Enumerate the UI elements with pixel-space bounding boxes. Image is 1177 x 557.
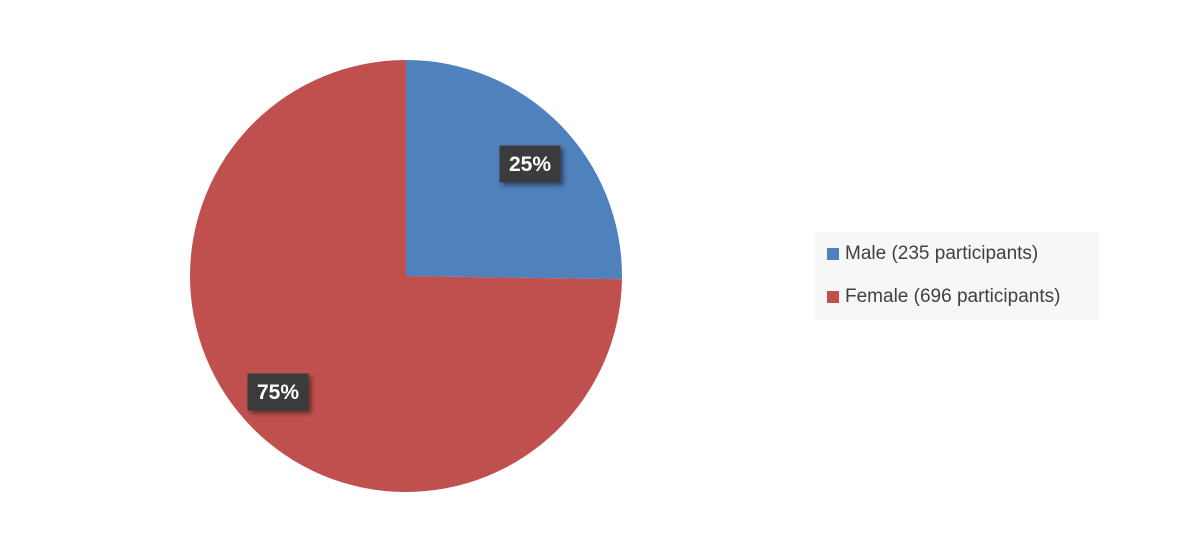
legend-item-female: Female (696 participants)	[827, 285, 1060, 309]
legend-item-male: Male (235 participants)	[827, 242, 1038, 266]
data-label-female: 75%	[247, 373, 309, 411]
data-label-text-male: 25%	[509, 153, 551, 176]
data-label-box-female	[247, 373, 309, 411]
slices-layer	[189, 60, 622, 493]
data-label-box-male	[499, 145, 561, 183]
legend-label-female: Female (696 participants)	[845, 286, 1061, 307]
data-label-text-female: 75%	[257, 381, 299, 404]
legend-label-male: Male (235 participants)	[845, 243, 1039, 264]
legend-swatch-female	[827, 291, 839, 303]
data-labels-layer: 25% 75%	[247, 145, 561, 411]
legend: Male (235 participants) Female (696 part…	[815, 232, 1099, 320]
data-label-male: 25%	[499, 145, 561, 183]
legend-swatch-male	[827, 248, 839, 260]
